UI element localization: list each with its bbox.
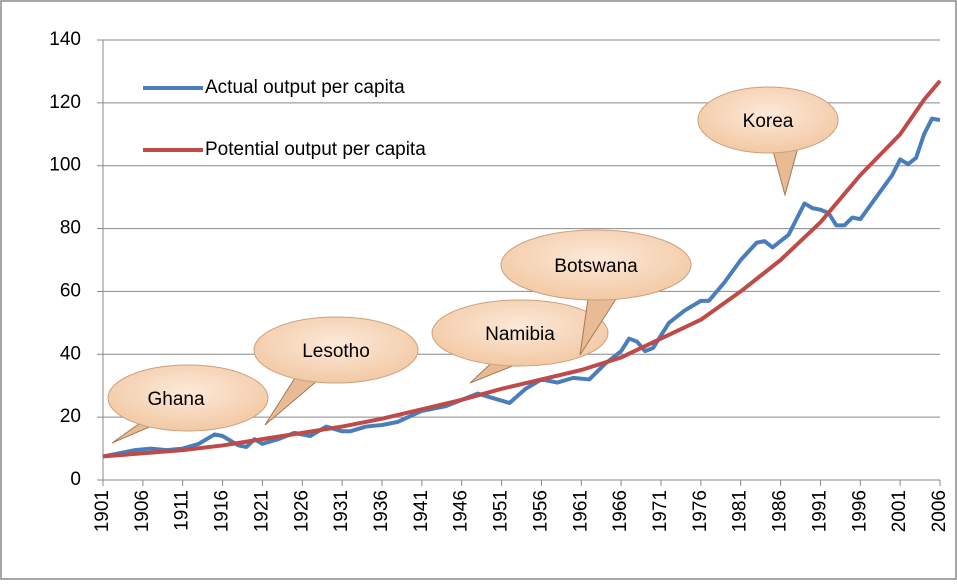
- x-tick-label: 1931: [331, 490, 352, 532]
- annotation: Lesotho: [302, 341, 370, 362]
- y-tick-label: 40: [60, 343, 81, 364]
- callout-lesotho: Lesotho: [253, 316, 419, 426]
- x-tick-label: 1981: [730, 490, 751, 532]
- x-tick-label: 1991: [809, 490, 830, 532]
- callout-botswana: Botswana: [500, 229, 692, 356]
- x-tick-label: 1921: [251, 490, 272, 532]
- legend-label: Potential output per capita: [205, 139, 426, 160]
- x-tick-label: 1971: [650, 490, 671, 532]
- annotation: Ghana: [147, 389, 204, 410]
- y-tick-label: 120: [49, 92, 81, 113]
- y-tick-label: 100: [49, 155, 81, 176]
- y-tick-label: 140: [49, 29, 81, 50]
- x-tick-label: 1911: [172, 490, 193, 531]
- legend-label: Actual output per capita: [205, 77, 405, 98]
- x-tick-label: 1986: [770, 490, 791, 532]
- y-tick-label: 60: [60, 280, 81, 301]
- x-tick-label: 1941: [411, 490, 432, 532]
- x-tick-label: 1946: [451, 490, 472, 532]
- x-tick-label: 1966: [610, 490, 631, 532]
- x-tick-label: 1901: [92, 490, 113, 532]
- x-tick-label: 2001: [889, 490, 910, 532]
- y-tick-label: 80: [60, 218, 81, 239]
- callout-korea: Korea: [697, 86, 839, 197]
- x-tick-label: 1961: [570, 490, 591, 532]
- y-tick-label: 0: [70, 469, 81, 490]
- annotation: Namibia: [485, 324, 555, 345]
- callout-ghana: Ghana: [107, 364, 269, 444]
- x-tick-label: 2006: [929, 490, 950, 532]
- annotation: Botswana: [554, 256, 638, 277]
- annotation: Korea: [743, 111, 794, 132]
- x-tick-label: 1996: [849, 490, 870, 532]
- x-tick-label: 1951: [491, 490, 512, 532]
- y-tick-label: 20: [60, 406, 81, 427]
- x-tick-label: 1906: [132, 490, 153, 532]
- x-tick-label: 1976: [690, 490, 711, 532]
- x-tick-label: 1916: [212, 490, 233, 532]
- x-tick-label: 1926: [291, 490, 312, 532]
- callouts: Ghana Lesotho Namibia Botswana Korea: [107, 86, 839, 444]
- x-tick-label: 1956: [530, 490, 551, 532]
- series-line: [102, 79, 942, 459]
- x-tick-label: 1936: [371, 490, 392, 532]
- callout-namibia: Namibia: [431, 299, 609, 384]
